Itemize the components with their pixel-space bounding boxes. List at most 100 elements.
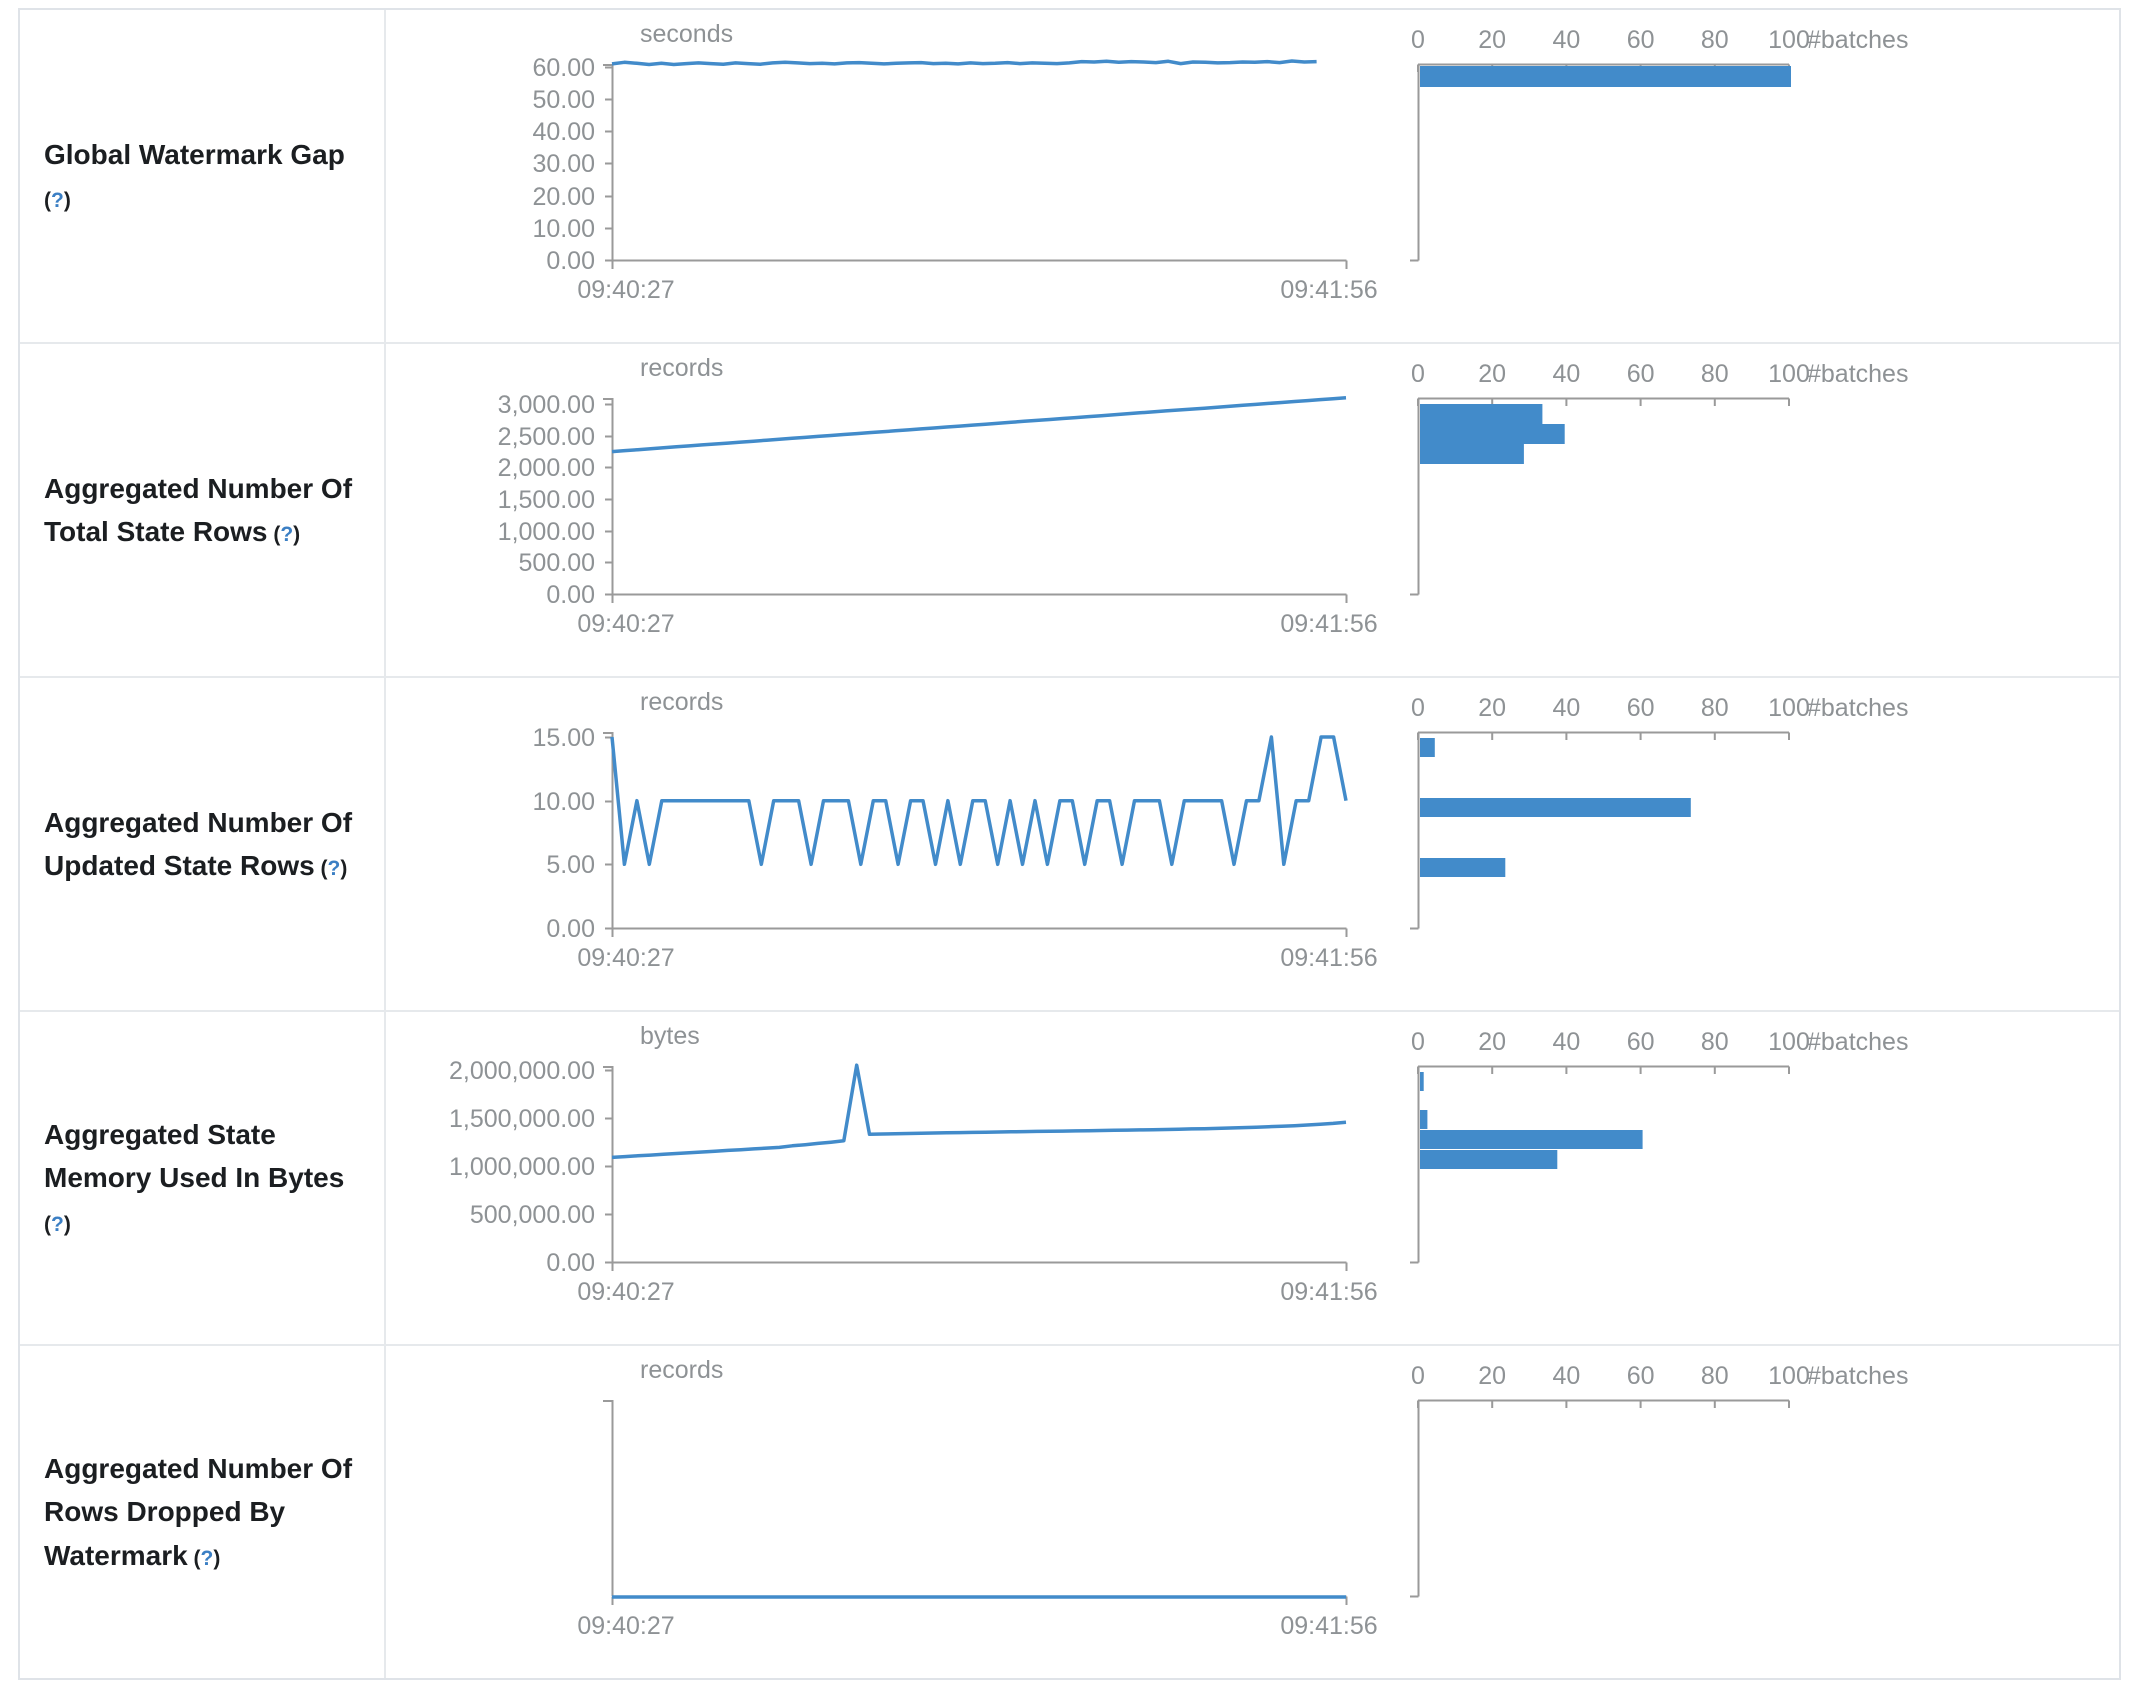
y-tick-label: 10.00 [532,788,595,816]
y-tick-label: 2,000,000.00 [449,1057,595,1085]
help-tooltip-link[interactable]: (?) [44,189,71,212]
hist-tick-label: 20 [1478,694,1506,722]
y-tick-label: 40.00 [532,118,595,146]
help-tooltip-link[interactable]: (?) [267,523,301,546]
timeline-series-line [611,59,1317,67]
y-tick-label: 20.00 [532,183,595,211]
hist-tick-label: 20 [1478,360,1506,388]
timeline-series-line [611,396,1347,454]
metric-name: Global Watermark Gap [44,138,345,170]
x-tick-label-end: 09:41:56 [1280,1612,1377,1640]
metric-charts-svg: records 3,000.00 2,500.00 2,000.00 1,500.00 1… [498,354,1909,638]
hist-tick-label: 80 [1701,26,1729,54]
histogram-axis [1410,1065,1790,1264]
metric-name: Aggregated Number Of Updated State Rows [44,806,353,881]
hist-tick-label: 100 [1768,360,1810,388]
x-tick-label-start: 09:40:27 [577,610,674,638]
histogram-bar [1420,404,1543,424]
metric-charts-svg: seconds 60.00 50.00 40.00 30.00 20.00 10.00 0.0… [532,20,1908,304]
histogram-axis [1410,63,1790,262]
metric-name: Aggregated Number Of Rows Dropped By Wat… [44,1452,353,1571]
histogram-bar [1420,444,1524,464]
histogram-bar [1420,1130,1643,1149]
hist-tick-label: 100 [1768,26,1810,54]
y-tick-label: 5.00 [546,851,595,879]
unit-label: records [640,688,723,716]
y-tick-label: 0.00 [546,915,595,943]
help-tooltip-link[interactable]: (?) [187,1546,221,1570]
histogram-bar [1420,424,1565,444]
unit-label: records [640,1356,723,1384]
hist-tick-label: 0 [1411,26,1425,54]
hist-tick-label: 60 [1627,360,1655,388]
timeline-series-line [611,1063,1347,1160]
help-tooltip-link[interactable]: (?) [314,857,348,880]
x-tick-label-end: 09:41:56 [1280,276,1377,304]
hist-tick-label: 100 [1768,1028,1810,1056]
metric-label-cell: Global Watermark Gap (?) [20,10,386,342]
y-axis [603,398,614,594]
unit-label: bytes [640,1022,700,1050]
y-tick-label: 0.00 [546,247,595,275]
hist-tick-label: 60 [1627,1362,1655,1390]
histogram-bar [1420,1072,1424,1091]
x-axis [611,259,1348,269]
histogram-bar [1420,738,1435,757]
streaming-statistics-table: Global Watermark Gap (?) seconds 60.00 50.0… [18,8,2121,1680]
metric-row: Global Watermark Gap (?) seconds 60.00 50.0… [20,10,2119,344]
y-tick-label: 500,000.00 [470,1201,595,1229]
metric-charts-svg: bytes 2,000,000.00 1,500,000.00 1,000,000.0… [449,1022,1908,1306]
hist-tick-label: 0 [1411,360,1425,388]
x-axis [611,593,1348,603]
y-axis [603,732,614,928]
metric-label-cell: Aggregated Number Of Updated State Rows … [20,678,386,1010]
y-tick-label: 1,000.00 [498,518,595,546]
batches-axis-label: #batches [1807,26,1908,54]
y-tick-label: 0.00 [546,581,595,609]
hist-tick-label: 40 [1552,26,1580,54]
y-tick-label: 10.00 [532,215,595,243]
batches-axis-label: #batches [1807,694,1908,722]
hist-tick-label: 40 [1552,360,1580,388]
metric-row: Aggregated State Memory Used In Bytes (?… [20,1012,2119,1346]
metric-label-cell: Aggregated State Memory Used In Bytes (?… [20,1012,386,1344]
timeline-series-line [610,735,1348,867]
y-tick-label: 30.00 [532,150,595,178]
histogram-axis [1410,731,1790,930]
metric-row: Aggregated Number Of Updated State Rows … [20,678,2119,1012]
hist-tick-label: 40 [1552,694,1580,722]
y-tick-label: 2,000.00 [498,454,595,482]
histogram-axis [1410,1399,1790,1598]
x-axis [611,1261,1348,1271]
y-tick-label: 2,500.00 [498,423,595,451]
help-tooltip-link[interactable]: (?) [44,1212,71,1236]
hist-tick-label: 20 [1478,26,1506,54]
metric-row: Aggregated Number Of Total State Rows (?… [20,344,2119,678]
metric-charts-svg: records 09:40:27 09:41:56 0 20 40 60 80 100#batc… [577,1356,1908,1640]
y-tick-label: 1,500.00 [498,486,595,514]
hist-tick-label: 0 [1411,1028,1425,1056]
x-tick-label-start: 09:40:27 [577,1278,674,1306]
question-mark-icon: ? [280,523,294,546]
metric-name: Aggregated State Memory Used In Bytes [44,1118,345,1194]
unit-label: seconds [640,20,733,48]
question-mark-icon: ? [51,1212,64,1236]
histogram-bar [1420,66,1791,87]
hist-tick-label: 100 [1768,1362,1810,1390]
hist-tick-label: 80 [1701,360,1729,388]
x-tick-label-end: 09:41:56 [1280,944,1377,972]
y-tick-label: 60.00 [532,54,595,82]
metric-name: Aggregated Number Of Total State Rows [44,472,353,547]
hist-tick-label: 40 [1552,1362,1580,1390]
hist-tick-label: 60 [1627,1028,1655,1056]
hist-tick-label: 20 [1478,1028,1506,1056]
question-mark-icon: ? [51,189,64,212]
batches-axis-label: #batches [1807,1028,1908,1056]
hist-tick-label: 100 [1768,694,1810,722]
y-axis [603,64,614,260]
y-tick-label: 50.00 [532,86,595,114]
histogram-bar [1420,1150,1558,1169]
x-tick-label-start: 09:40:27 [577,944,674,972]
hist-tick-label: 0 [1411,1362,1425,1390]
